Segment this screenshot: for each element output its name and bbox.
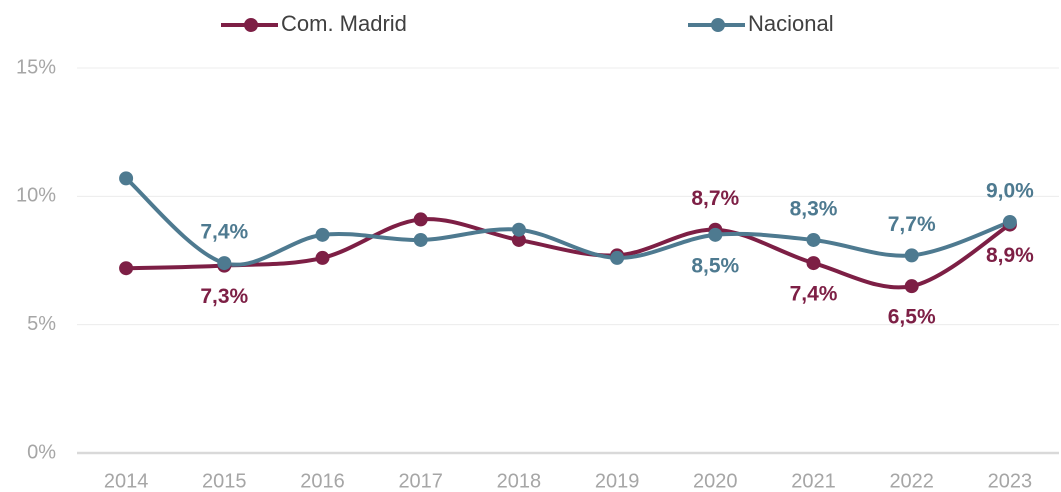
- series-line: [124, 217, 1012, 290]
- x-tick-label: 2022: [889, 470, 934, 492]
- data-label: 7,3%: [200, 285, 248, 308]
- x-tick-label: 2014: [104, 470, 149, 492]
- point: [806, 256, 821, 271]
- point: [315, 227, 330, 242]
- x-tick-label: 2015: [202, 470, 247, 492]
- point: [806, 232, 821, 247]
- point: [217, 256, 232, 271]
- point: [904, 248, 919, 263]
- point: [511, 232, 526, 247]
- y-tick-label: 5%: [27, 313, 56, 335]
- data-label: 8,9%: [986, 244, 1034, 267]
- data-label: 7,4%: [200, 221, 248, 244]
- data-label: 7,4%: [790, 283, 838, 306]
- data-label: 8,5%: [691, 254, 739, 277]
- data-label: 6,5%: [888, 306, 936, 329]
- legend-label: Nacional: [748, 11, 834, 36]
- x-tick-label: 2020: [693, 470, 738, 492]
- x-tick-label: 2017: [398, 470, 443, 492]
- point: [904, 279, 919, 294]
- point: [413, 232, 428, 247]
- data-label: 7,7%: [888, 213, 936, 236]
- x-tick-label: 2021: [791, 470, 836, 492]
- series-line: [124, 176, 1012, 267]
- point: [413, 212, 428, 227]
- legend-marker: [711, 18, 725, 32]
- legend-marker: [244, 18, 258, 32]
- y-tick-label: 15%: [16, 56, 56, 78]
- legend-label: Com. Madrid: [281, 11, 407, 36]
- point: [119, 171, 134, 186]
- point: [708, 227, 723, 242]
- x-tick-label: 2018: [497, 470, 542, 492]
- x-tick-label: 2016: [300, 470, 345, 492]
- data-label: 8,7%: [691, 187, 739, 210]
- data-label: 8,3%: [790, 198, 838, 221]
- point: [315, 250, 330, 265]
- point: [119, 261, 134, 276]
- point: [610, 250, 625, 265]
- x-tick-label: 2019: [595, 470, 640, 492]
- point: [1002, 215, 1017, 229]
- point: [511, 222, 526, 237]
- y-tick-label: 0%: [27, 441, 56, 463]
- data-label: 9,0%: [986, 180, 1034, 203]
- x-tick-label: 2023: [988, 470, 1033, 492]
- y-tick-label: 10%: [16, 185, 56, 207]
